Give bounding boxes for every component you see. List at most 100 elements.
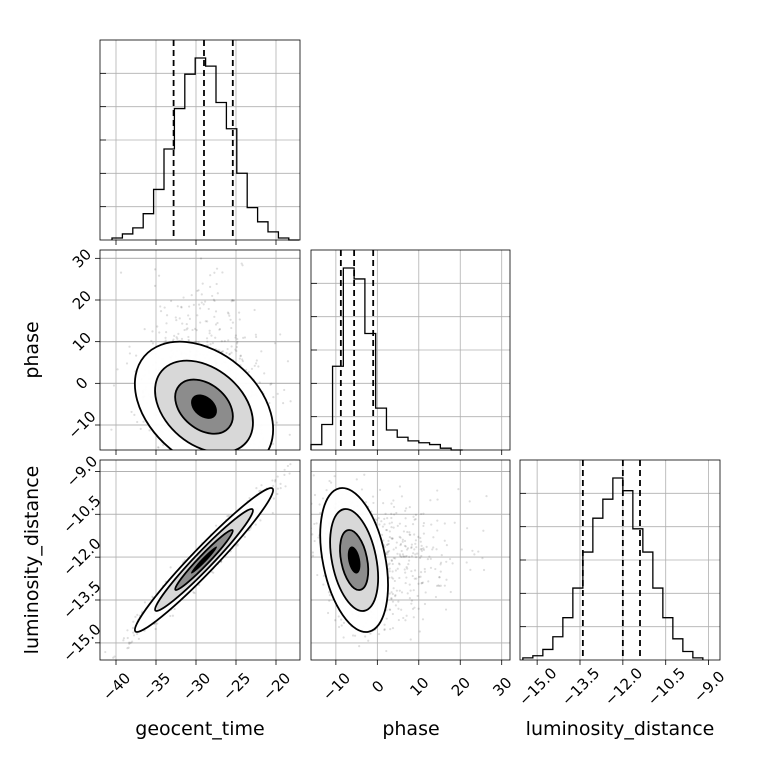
scatter-point — [420, 554, 423, 558]
scatter-point — [405, 507, 408, 510]
scatter-point — [420, 512, 423, 516]
scatter-point — [439, 563, 442, 566]
scatter-point — [190, 461, 192, 463]
scatter-point — [398, 563, 401, 566]
scatter-point — [328, 594, 331, 597]
scatter-point — [391, 592, 394, 596]
contour-line — [339, 529, 370, 591]
scatter-point — [236, 544, 239, 547]
scatter-point — [424, 591, 427, 594]
scatter-point — [230, 345, 233, 348]
scatter-point — [399, 543, 402, 547]
scatter-point — [276, 475, 279, 478]
scatter-point — [360, 488, 364, 491]
scatter-point — [482, 568, 486, 572]
scatter-point — [423, 570, 427, 573]
scatter-point — [342, 636, 345, 639]
scatter-point — [434, 595, 438, 599]
scatter-point — [429, 557, 432, 560]
scatter-point — [209, 451, 211, 453]
scatter-point — [133, 413, 136, 416]
scatter-point — [230, 326, 233, 330]
scatter-point — [220, 453, 222, 455]
scatter-point — [423, 602, 427, 606]
scatter-point — [171, 614, 175, 617]
scatter-point — [110, 428, 113, 431]
scatter-point — [224, 457, 226, 459]
scatter-point — [202, 303, 205, 306]
scatter-point — [154, 268, 157, 271]
scatter-point — [405, 554, 408, 558]
scatter-point — [400, 608, 403, 611]
scatter-point — [413, 548, 416, 551]
scatter-point — [419, 556, 422, 559]
scatter-point — [131, 626, 135, 630]
scatter-point — [422, 522, 426, 525]
scatter-point — [226, 515, 229, 518]
scatter-point — [325, 489, 328, 492]
scatter-point — [143, 328, 146, 331]
scatter-point — [326, 611, 330, 615]
scatter-point — [198, 583, 201, 587]
scatter-point — [394, 557, 397, 560]
scatter-point — [432, 546, 435, 549]
scatter-point — [388, 535, 391, 539]
scatter-point — [406, 547, 410, 550]
scatter-point — [228, 352, 231, 356]
scatter-point — [279, 487, 282, 490]
scatter-point — [315, 522, 318, 525]
scatter-point — [392, 499, 395, 502]
contour-line — [133, 487, 275, 633]
scatter-point — [125, 362, 129, 365]
scatter-point — [218, 327, 222, 331]
scatter-point — [412, 616, 415, 619]
scatter-point — [169, 614, 172, 618]
scatter-point — [443, 522, 446, 525]
scatter-point — [377, 632, 381, 636]
scatter-point — [328, 599, 331, 602]
scatter-point — [369, 632, 372, 635]
scatter-point — [399, 542, 403, 546]
scatter-point — [165, 314, 169, 317]
scatter-point — [405, 548, 409, 551]
scatter-point — [225, 351, 228, 355]
scatter-point — [235, 342, 239, 345]
scatter-point — [175, 336, 178, 339]
scatter-point — [428, 555, 431, 558]
scatter-point — [234, 334, 238, 337]
scatter-point — [422, 524, 425, 528]
scatter-point — [378, 488, 382, 492]
scatter-point — [438, 576, 441, 579]
scatter-point — [469, 568, 472, 571]
contour-line — [319, 487, 389, 633]
scatter-point — [378, 523, 381, 526]
x-tick-label: −15.0 — [515, 664, 560, 709]
scatter-point — [312, 474, 315, 477]
scatter-point — [419, 570, 423, 574]
scatter-point — [353, 634, 357, 637]
scatter-point — [396, 552, 399, 555]
scatter-point — [404, 545, 407, 548]
scatter-point — [254, 451, 256, 453]
scatter-point — [400, 591, 404, 594]
scatter-point — [143, 601, 147, 604]
scatter-point — [204, 320, 207, 323]
scatter-point — [394, 593, 397, 597]
scatter-point — [411, 607, 415, 610]
scatter-point — [375, 518, 379, 522]
scatter-point — [413, 577, 416, 580]
scatter-point — [218, 328, 221, 331]
scatter-point — [200, 293, 203, 296]
scatter-point — [411, 574, 414, 578]
x-axis-label-geocent_time: geocent_time — [135, 718, 264, 740]
scatter-point — [286, 464, 290, 468]
scatter-point — [239, 457, 241, 459]
x-tick-label: −40 — [99, 669, 134, 704]
scatter-point — [388, 562, 391, 565]
x-tick-label: −10.5 — [644, 664, 689, 709]
scatter-point — [185, 322, 188, 326]
scatter-point — [283, 450, 285, 452]
scatter-point — [104, 650, 107, 654]
scatter-point — [243, 484, 245, 486]
scatter-point — [215, 282, 218, 286]
